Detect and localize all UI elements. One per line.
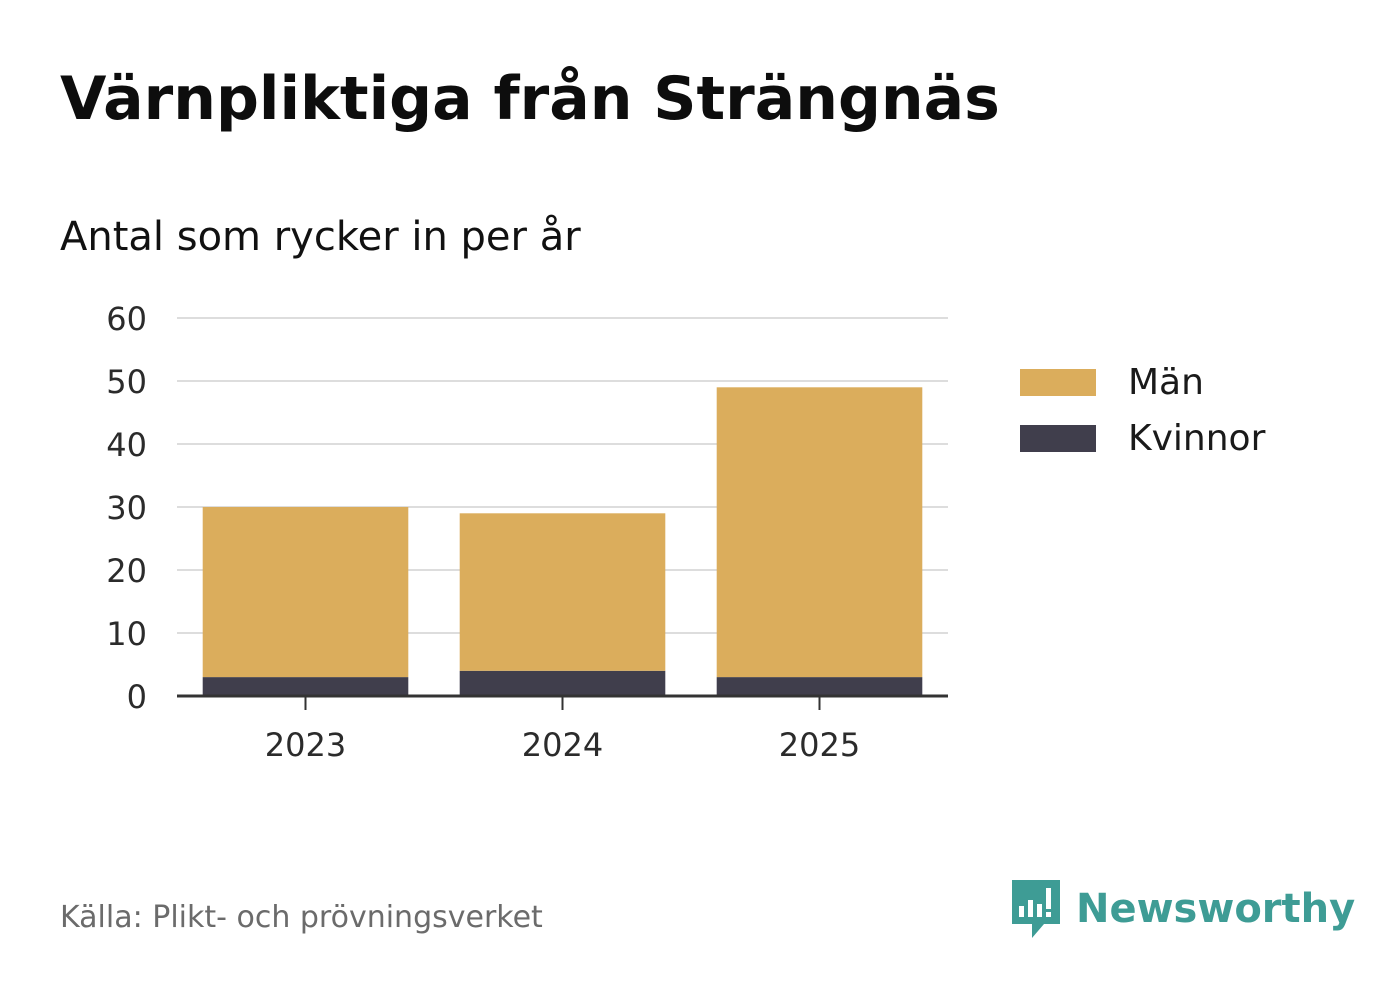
y-tick-label-0: 0	[127, 678, 147, 716]
bar-kvinnor-2024	[459, 670, 666, 696]
bar-kvinnor-2023	[202, 677, 409, 696]
legend-item-kvinnor: Kvinnor	[1020, 410, 1265, 466]
x-tick-label-2023: 2023	[265, 726, 346, 764]
x-tick-label-2024: 2024	[522, 726, 603, 764]
bar-man-2024	[459, 513, 666, 671]
legend-swatch-kvinnor	[1020, 424, 1096, 452]
legend-item-man: Män	[1020, 354, 1265, 410]
chart-subtitle: Antal som rycker in per år	[60, 214, 581, 260]
brand: Newsworthy	[1010, 878, 1355, 940]
legend-swatch-man	[1020, 368, 1096, 396]
y-tick-label-50: 50	[106, 363, 147, 401]
source-note: Källa: Plikt- och prövningsverket	[60, 900, 543, 935]
chart-title: Värnpliktiga från Strängnäs	[60, 64, 1000, 134]
legend-label-man: Män	[1128, 361, 1204, 403]
brand-name: Newsworthy	[1076, 886, 1356, 932]
y-tick-label-20: 20	[106, 552, 147, 590]
y-tick-label-10: 10	[106, 615, 147, 653]
newsworthy-logo-icon	[1012, 880, 1060, 938]
legend: Män Kvinnor	[1020, 354, 1265, 466]
legend-label-kvinnor: Kvinnor	[1128, 417, 1266, 459]
y-tick-label-30: 30	[106, 489, 147, 527]
y-tick-label-60: 60	[106, 300, 147, 338]
x-tick-label-2025: 2025	[779, 726, 860, 764]
bar-man-2025	[716, 387, 923, 678]
bar-man-2023	[202, 507, 409, 678]
bar-kvinnor-2025	[716, 677, 923, 696]
y-tick-label-40: 40	[106, 426, 147, 464]
